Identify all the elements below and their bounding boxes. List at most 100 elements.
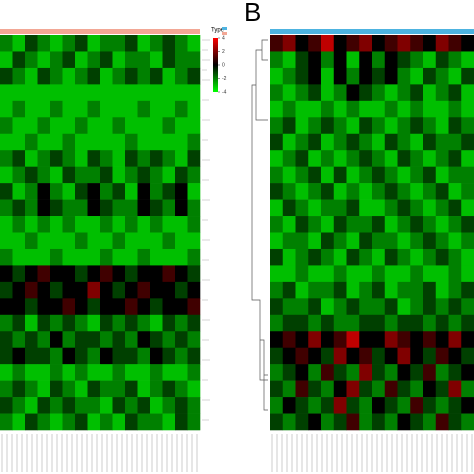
heatmap-cell (100, 199, 113, 217)
heatmap-cell (175, 380, 188, 398)
heatmap-cell (384, 133, 398, 151)
heatmap-cell (25, 117, 38, 135)
heatmap-cell (295, 347, 309, 365)
heatmap-cell (346, 150, 360, 167)
heatmap-cell (346, 216, 360, 233)
heatmap-cell (0, 84, 13, 102)
heatmap-cell (75, 67, 88, 85)
heatmap-cell (282, 397, 296, 414)
heatmap-cell (150, 248, 163, 266)
heatmap-cell (125, 35, 138, 52)
heatmap-cell (397, 347, 411, 365)
heatmap-cell (384, 216, 398, 233)
heatmap-cell (187, 380, 201, 398)
heatmap-cell (150, 232, 163, 250)
heatmap-cell (162, 265, 176, 283)
heatmap-cell (0, 347, 13, 365)
heatmap-cell (333, 331, 347, 349)
heatmap-cell (100, 51, 113, 69)
heatmap-cell (62, 216, 76, 233)
heatmap-cell (62, 331, 76, 349)
heatmap-cell (295, 413, 309, 431)
heatmap-cell (187, 216, 201, 233)
heatmap-cell (423, 347, 437, 365)
heatmap-cell (448, 216, 462, 233)
heatmap-cell (100, 331, 113, 349)
heatmap-cell (12, 281, 26, 299)
heatmap-cell (461, 413, 474, 431)
heatmap-cell (50, 397, 63, 414)
heatmap-cell (62, 281, 76, 299)
heatmap-cell (0, 397, 13, 414)
heatmap-cell (25, 133, 38, 151)
heatmap-cell (423, 232, 437, 250)
heatmap-cell (359, 314, 373, 332)
heatmap-cell (137, 347, 151, 365)
heatmap-cell (435, 314, 449, 332)
heatmap-cell (137, 150, 151, 167)
heatmap-cell (423, 67, 437, 85)
heatmap-cell (346, 35, 360, 52)
heatmap-cell (37, 216, 51, 233)
heatmap-cell (384, 67, 398, 85)
heatmap-cell (0, 51, 13, 69)
heatmap-cell (62, 100, 76, 118)
heatmap-cell (50, 84, 63, 102)
heatmap-cell (175, 51, 188, 69)
heatmap-cell (308, 413, 322, 431)
heatmap-cell (359, 248, 373, 266)
heatmap-cell (461, 331, 474, 349)
heatmap-cell (423, 298, 437, 316)
heatmap-cell (12, 232, 26, 250)
heatmap-cell (25, 397, 38, 414)
heatmap-cell (150, 347, 163, 365)
heatmap-cell (50, 413, 63, 431)
heatmap-cell (100, 397, 113, 414)
heatmap-cell (397, 117, 411, 135)
heatmap-cell (37, 397, 51, 414)
heatmap-cell (410, 183, 424, 200)
heatmap-cell (461, 166, 474, 184)
heatmap-cell (410, 100, 424, 118)
heatmap-cell (187, 232, 201, 250)
heatmap-cell (397, 84, 411, 102)
heatmap-cell (308, 347, 322, 365)
heatmap-cell (187, 413, 201, 431)
heatmap-cell (410, 84, 424, 102)
heatmap-cell (346, 199, 360, 217)
heatmap-cell (12, 380, 26, 398)
heatmap-cell (187, 117, 201, 135)
heatmap-cell (372, 232, 386, 250)
heatmap-cell (37, 413, 51, 431)
heatmap-cell (62, 133, 76, 151)
heatmap-cell (423, 117, 437, 135)
heatmap-cell (112, 413, 126, 431)
heatmap-cell (75, 364, 88, 381)
heatmap-cell (333, 347, 347, 365)
heatmap-cell (384, 347, 398, 365)
heatmap-cell (0, 166, 13, 184)
heatmap-cell (175, 248, 188, 266)
heatmap-cell (100, 150, 113, 167)
heatmap-cell (12, 397, 26, 414)
heatmap-cell (62, 35, 76, 52)
heatmap-cell (435, 364, 449, 381)
heatmap-cell (282, 183, 296, 200)
heatmap-cell (87, 166, 101, 184)
heatmap-cell (75, 298, 88, 316)
heatmap-cell (372, 150, 386, 167)
heatmap-cell (75, 331, 88, 349)
heatmap-cell (423, 248, 437, 266)
heatmap-cell (435, 248, 449, 266)
heatmap-cell (50, 166, 63, 184)
heatmap-cell (75, 397, 88, 414)
heatmap-cell (50, 51, 63, 69)
heatmap-cell (162, 397, 176, 414)
heatmap-cell (372, 314, 386, 332)
heatmap-cell (62, 117, 76, 135)
heatmap-cell (125, 347, 138, 365)
heatmap-cell (162, 216, 176, 233)
heatmap-cell (87, 183, 101, 200)
heatmap-cell (25, 248, 38, 266)
heatmap-cell (397, 331, 411, 349)
